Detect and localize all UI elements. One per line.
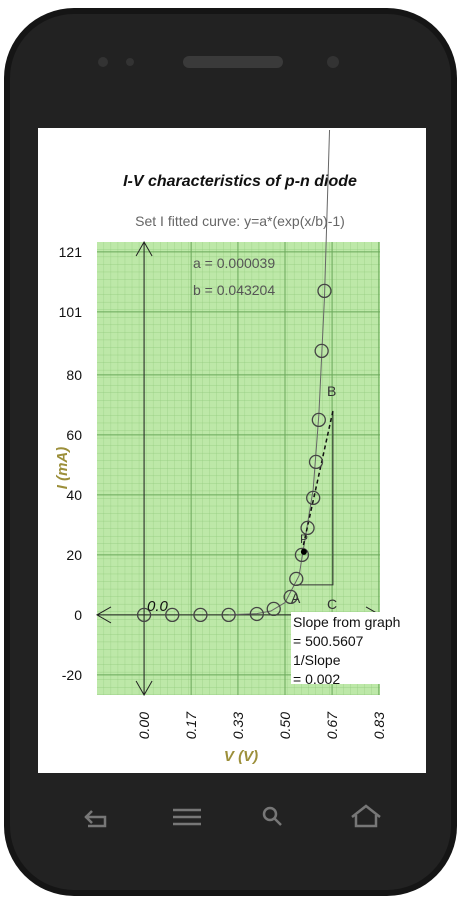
annotation: B: [327, 383, 336, 399]
chart-subtitle: Set I fitted curve: y=a*(exp(x/b)-1): [135, 213, 345, 229]
x-axis-label: V (V): [224, 748, 258, 765]
plot-area: [228, 130, 331, 616]
data-point: [311, 412, 326, 428]
x-tick-label: 0.67: [324, 711, 340, 739]
data-point: [249, 606, 264, 622]
camera: [327, 56, 339, 68]
speaker: [183, 56, 283, 68]
x-tick-label: 0.00: [136, 712, 152, 739]
y-axis-label: I (mA): [54, 447, 71, 490]
annotation: 0.0: [147, 598, 169, 615]
home-button[interactable]: [351, 804, 381, 828]
y-tick-label: 60: [66, 427, 82, 443]
y-tick-label: 40: [66, 487, 82, 503]
x-tick-label: 0.50: [277, 712, 293, 739]
annotation: a = 0.000039: [193, 255, 275, 271]
y-axis: [135, 240, 153, 697]
annotation-box: [291, 612, 381, 684]
slope-triangle: [296, 410, 334, 586]
point-p: [300, 548, 307, 555]
data-point: [165, 607, 180, 623]
data-point: [193, 607, 208, 623]
y-tick-label: 80: [66, 367, 82, 383]
data-point: [308, 454, 324, 470]
x-tick-label: 0.83: [371, 712, 387, 739]
annotation: Slope from graph: [293, 614, 400, 630]
sensor: [98, 57, 108, 67]
annotation: b = 0.043204: [193, 282, 275, 298]
search-handle: [273, 817, 282, 826]
y-tick-label: 0: [74, 607, 82, 623]
annotation: C: [327, 596, 337, 612]
chart-title: I-V characteristics of p-n diode: [123, 173, 357, 190]
data-point: [294, 547, 310, 563]
tangent-line: [301, 410, 334, 553]
nav-bar: [84, 804, 381, 828]
annotation: = 500.5607: [293, 633, 364, 649]
back-button[interactable]: [84, 810, 107, 828]
data-point: [314, 343, 329, 359]
chart: 121 101 80 60 40 20 0 -20 0.00 0.17 0.33 0.50 0.67 0.…: [54, 130, 400, 765]
y-tick-label: 101: [59, 304, 83, 320]
annotation: P: [300, 532, 308, 546]
data-point: [266, 601, 281, 617]
x-tick-label: 0.17: [183, 711, 199, 739]
data-point: [289, 571, 304, 587]
data-point: [306, 490, 321, 506]
y-tick-label: 20: [66, 547, 82, 563]
x-tick-label: 0.33: [230, 712, 246, 739]
annotation: A: [291, 590, 301, 606]
search-button[interactable]: [262, 806, 278, 822]
data-point: [136, 607, 152, 623]
data-point: [283, 589, 298, 605]
annotation: 1/Slope: [293, 652, 341, 668]
data-point: [317, 283, 332, 299]
y-tick-label: -20: [62, 667, 82, 683]
data-point: [300, 520, 315, 536]
menu-button[interactable]: [173, 808, 201, 826]
annotation: = 0.002: [293, 671, 340, 687]
y-tick-label: 121: [59, 244, 83, 260]
data-point: [221, 607, 236, 623]
sensor: [126, 58, 134, 66]
fitted-curve: [228, 130, 331, 616]
